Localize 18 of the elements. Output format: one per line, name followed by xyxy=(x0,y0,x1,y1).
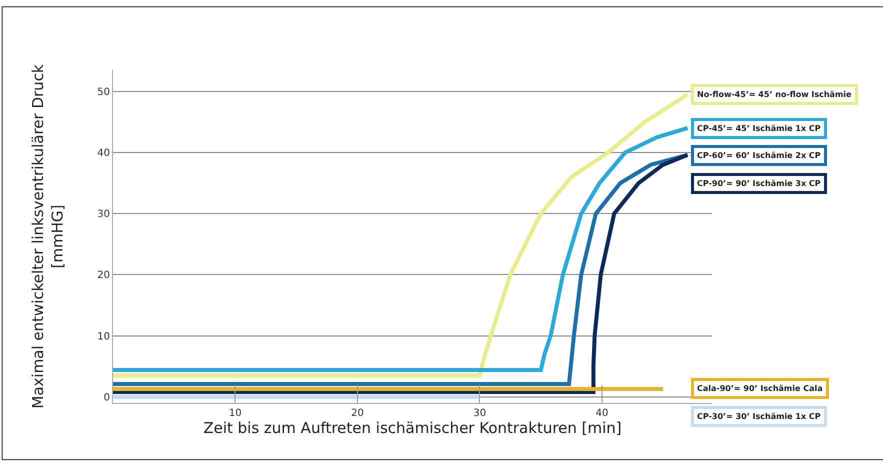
x-axis-title: Zeit bis zum Auftreten ischämischer Kontrakturen [min] xyxy=(203,419,622,437)
x-tick-label: 20 xyxy=(351,408,364,419)
x-tick-label: 30 xyxy=(473,408,486,419)
y-tick-label: 40 xyxy=(97,148,110,159)
y-tick-label: 10 xyxy=(97,331,110,342)
y-tick-label: 30 xyxy=(97,209,110,220)
x-tick-label: 40 xyxy=(596,408,608,419)
y-axis-title: Maximal entwickelter linksventrikulärer Druck [mmHG] xyxy=(29,64,67,409)
y-tick-label: 0 xyxy=(104,392,110,404)
y-tick-label: 20 xyxy=(97,270,110,282)
text: CP-30’= 30’ Ischämie 1x CP xyxy=(697,412,821,421)
text: Cala-90’= 90’ Ischämie Cala xyxy=(697,384,823,393)
series-label: CP-45’= 45’ Ischämie 1x CP xyxy=(697,124,821,133)
series-label: No-flow-45’= 45’ no-flow Ischämie xyxy=(697,90,852,99)
text: CP-90’= 90’ Ischämie 3x CP xyxy=(697,179,821,188)
x-tick-label: 10 xyxy=(228,408,242,419)
y-tick-label: 50 xyxy=(97,86,110,98)
series-label: CP-60’= 60’ Ischämie 2x CP xyxy=(697,151,821,160)
